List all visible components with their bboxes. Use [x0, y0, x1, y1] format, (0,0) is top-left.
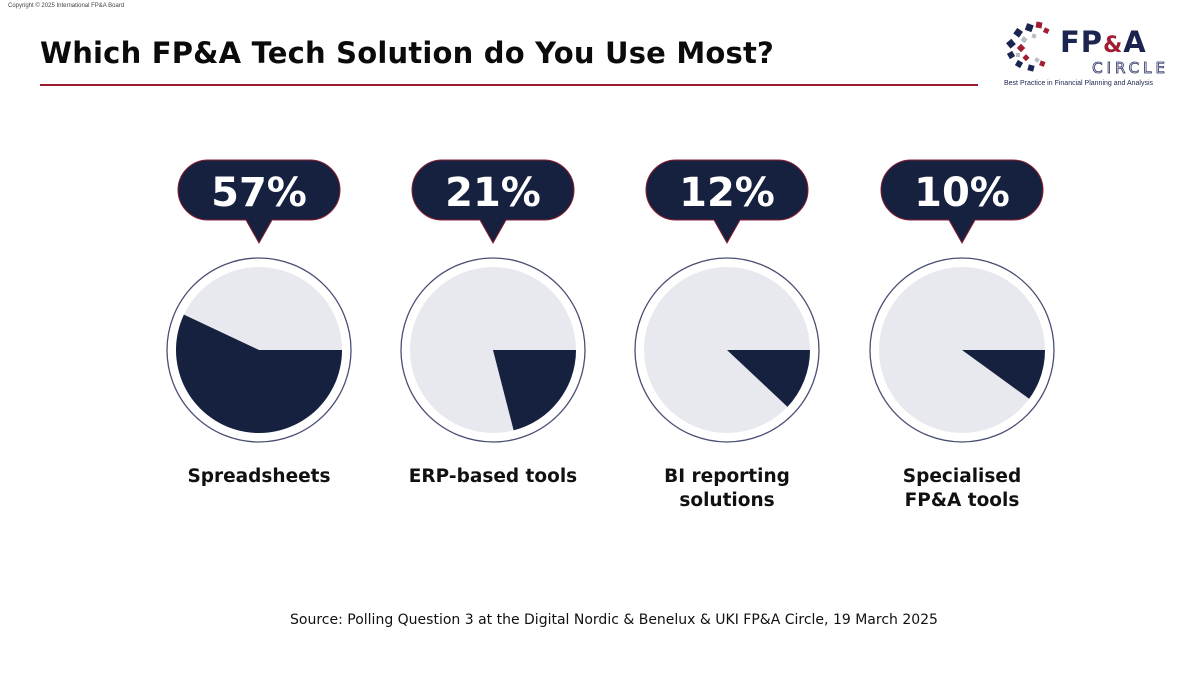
category-label-erp-based-tools: ERP-based tools [409, 466, 577, 487]
pie-slice-erp-based-tools [493, 350, 576, 431]
value-bubble-bi-reporting-solutions [645, 159, 809, 245]
pie-slice-bi-reporting-solutions [727, 350, 810, 407]
value-bubble-specialised-fpanda-tools [880, 159, 1044, 245]
pie-charts: 57% Spreadsheets 21% ERP-based tools 12% BI r… [166, 159, 1055, 511]
logo-fpa-prefix: FP [1060, 25, 1104, 59]
value-label-specialised-fpanda-tools: 10% [914, 170, 1010, 216]
category-label-specialised-fpanda-tools-line-2: FP&A tools [905, 490, 1020, 511]
logo-tagline: Best Practice in Financial Planning and … [1004, 80, 1154, 87]
logo-fpa-suffix: A [1123, 25, 1147, 59]
fpa-circle-logo: FP&A CIRCLE Best Practice in Financial P… [1002, 18, 1172, 92]
value-label-bi-reporting-solutions: 12% [679, 170, 775, 216]
category-label-spreadsheets: Spreadsheets [187, 466, 330, 487]
value-bubble-spreadsheets [177, 159, 341, 245]
pie-slice-spreadsheets [176, 314, 342, 434]
logo-fpa-ampersand: & [1103, 33, 1124, 58]
fpa-circle-logo-mark-icon [1006, 21, 1050, 72]
logo-circle-text: CIRCLE [1092, 59, 1169, 77]
copyright-notice: Copyright © 2025 International FP&A Boar… [8, 3, 125, 9]
source-note: Source: Polling Question 3 at the Digita… [290, 612, 938, 628]
pie-slice-specialised-fpanda-tools [962, 350, 1045, 399]
page-title: Which FP&A Tech Solution do You Use Most… [40, 36, 775, 70]
logo-fpa-text: FP&A [1060, 28, 1147, 57]
category-label-specialised-fpanda-tools-line-1: Specialised [903, 466, 1021, 487]
value-bubble-erp-based-tools [411, 159, 575, 245]
title-divider [40, 84, 978, 86]
category-label-bi-reporting-solutions-line-1: BI reporting [664, 466, 790, 487]
value-label-spreadsheets: 57% [211, 170, 307, 216]
category-label-bi-reporting-solutions-line-2: solutions [679, 490, 774, 511]
value-label-erp-based-tools: 21% [445, 170, 541, 216]
